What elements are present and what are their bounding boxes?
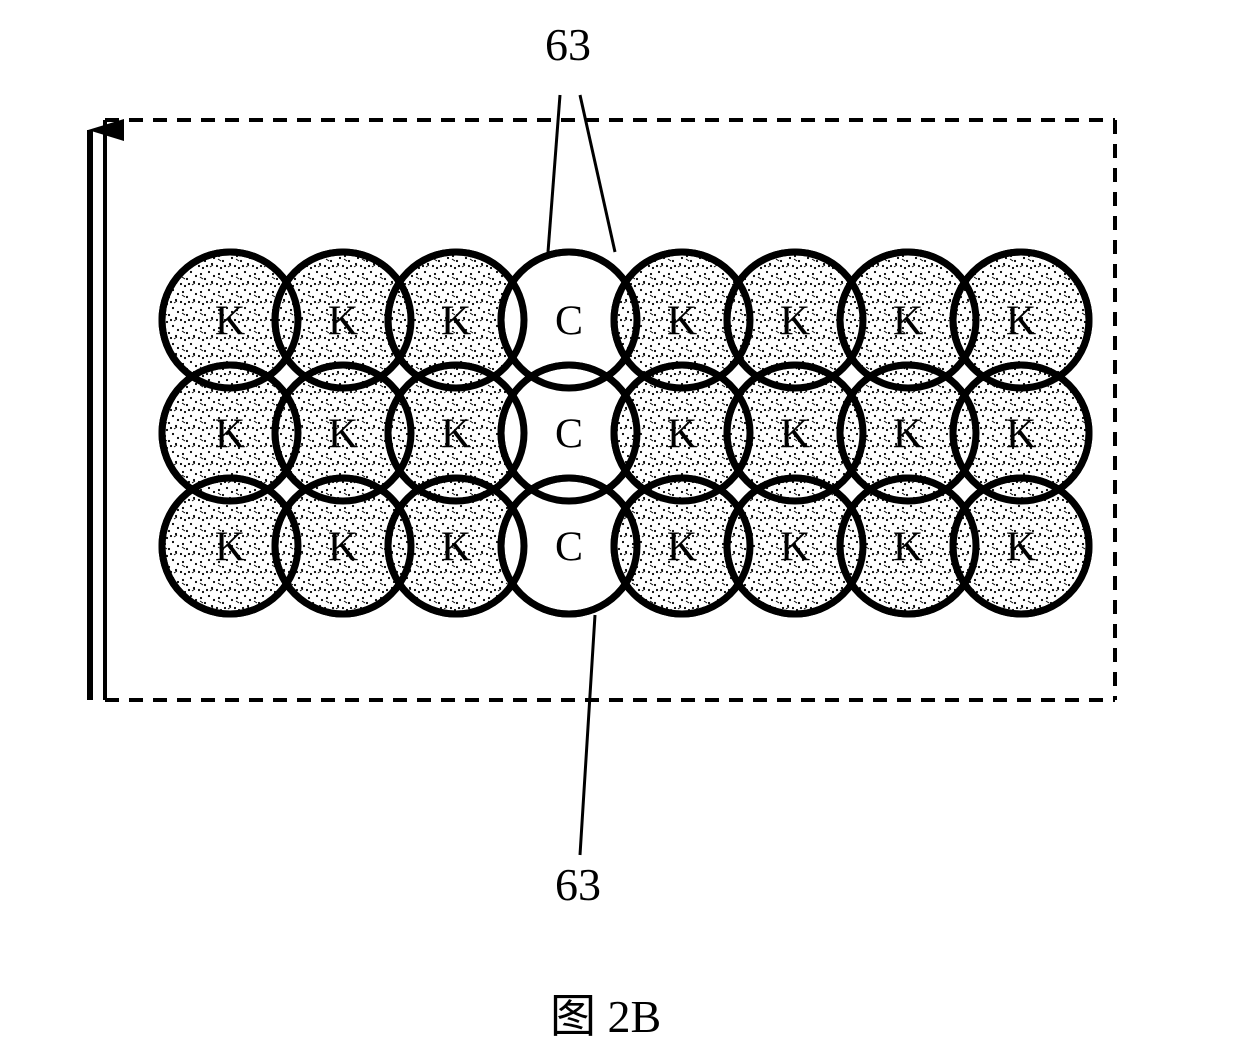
dot-label-k: K [328,299,358,345]
dot-label-k: K [667,412,697,458]
dot-label-k: K [1006,412,1036,458]
dot-label-c: C [555,525,583,571]
dot-label-k: K [441,525,471,571]
dot-label-k: K [1006,525,1036,571]
dot-label-k: K [780,412,810,458]
dot-label-k: K [441,412,471,458]
dot-label-k: K [667,299,697,345]
figure-caption: 图 2B [550,980,661,1046]
dot-label-c: C [555,299,583,345]
dot-label-k: K [893,412,923,458]
dot-label-k: K [667,525,697,571]
dot-label-k: K [328,525,358,571]
dot-label-k: K [780,299,810,345]
dot-label-k: K [893,525,923,571]
dot-label-k: K [328,412,358,458]
dot-label-k: K [215,412,245,458]
dot-label-k: K [215,525,245,571]
dot-grid: K K K C K K K K K K K C K K K K K K K C K K K K [162,252,1089,614]
dot-label-k: K [780,525,810,571]
figure-svg: K K K C K K K K K K K C K K K K K K K C K K K K 63 63 [0,0,1242,960]
dot-label-k: K [893,299,923,345]
callout-label: 63 [555,859,601,910]
dot-label-k: K [215,299,245,345]
dot-label-k: K [1006,299,1036,345]
callout-label: 63 [545,19,591,70]
dot-label-k: K [441,299,471,345]
dot-label-c: C [555,412,583,458]
